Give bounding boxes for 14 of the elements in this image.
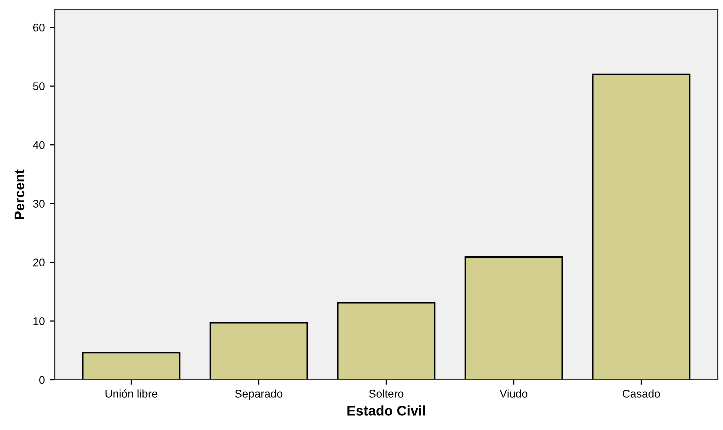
x-axis-title: Estado Civil <box>348 406 426 416</box>
y-tick-label: 20 <box>33 258 45 267</box>
x-tick-label: Unión libre <box>106 390 158 398</box>
x-tick-label: Soltero <box>369 390 404 398</box>
y-tick-label: 40 <box>33 141 45 150</box>
x-tick-label: Viudo <box>500 390 528 398</box>
y-tick-label: 60 <box>33 24 45 32</box>
y-axis-title: Percent <box>14 170 25 220</box>
y-tick-label: 0 <box>40 376 45 384</box>
y-tick-label: 50 <box>33 82 45 90</box>
x-tick-label: Separado <box>235 390 283 400</box>
x-tick-label: Casado <box>622 390 660 398</box>
y-tick-label: 10 <box>34 318 45 326</box>
y-tick-label: 30 <box>33 200 45 208</box>
